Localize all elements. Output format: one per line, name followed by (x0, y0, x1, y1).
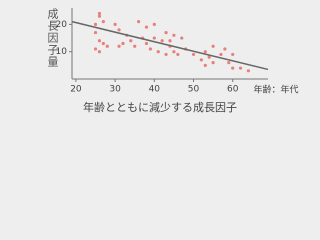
point (148, 47, 152, 51)
point (113, 22, 117, 26)
point (152, 22, 156, 26)
point (211, 44, 215, 48)
point (93, 22, 98, 26)
point (105, 44, 109, 48)
point (211, 61, 215, 65)
point (97, 11, 102, 16)
x-tick-label: 50 (188, 85, 200, 95)
point (246, 69, 250, 73)
chart-title: 年齢とともに減少する成長因子 (83, 100, 237, 114)
point (203, 63, 207, 67)
point (180, 36, 184, 40)
point (117, 28, 121, 32)
point (97, 39, 102, 43)
point (133, 44, 137, 48)
point (172, 33, 176, 37)
x-tick-label: 40 (149, 85, 161, 95)
point (176, 52, 180, 57)
point (191, 52, 196, 57)
point (223, 47, 227, 51)
point (97, 50, 102, 54)
y-tick-label: 20 (56, 20, 68, 30)
chart: 成長因子量 年齢：年代 年齢とともに減少する成長因子 10 20 20 30 40 50 6… (0, 0, 320, 120)
point (101, 41, 105, 46)
x-axis-label: 年齢：年代 (253, 84, 298, 96)
trend-line (71, 20, 269, 71)
point (152, 36, 156, 40)
point (219, 52, 223, 57)
point (156, 50, 160, 54)
point (238, 66, 243, 70)
point (160, 39, 164, 43)
point (172, 50, 176, 54)
point (144, 41, 149, 46)
point (231, 66, 235, 70)
point (203, 50, 207, 54)
x-tick-label: 20 (70, 85, 82, 95)
y-axis-label: 成長因子量 (46, 8, 59, 68)
point (164, 30, 168, 35)
point (207, 55, 211, 59)
point (231, 52, 235, 57)
point (199, 58, 203, 62)
point (93, 47, 98, 51)
page: 成長因子量 年齢：年代 年齢とともに減少する成長因子 10 20 20 30 40 50 6… (0, 0, 320, 120)
point (121, 41, 125, 46)
point (137, 20, 141, 24)
y-tick-label: 10 (56, 47, 68, 57)
point (101, 20, 105, 24)
point (93, 30, 98, 35)
point (227, 61, 231, 65)
point (129, 39, 133, 43)
background (0, 0, 320, 120)
x-tick-label: 30 (109, 85, 121, 95)
point (144, 25, 149, 29)
point (117, 44, 121, 48)
point (168, 39, 172, 43)
point (97, 14, 102, 18)
point (164, 52, 168, 57)
x-tick-label: 60 (227, 85, 239, 95)
